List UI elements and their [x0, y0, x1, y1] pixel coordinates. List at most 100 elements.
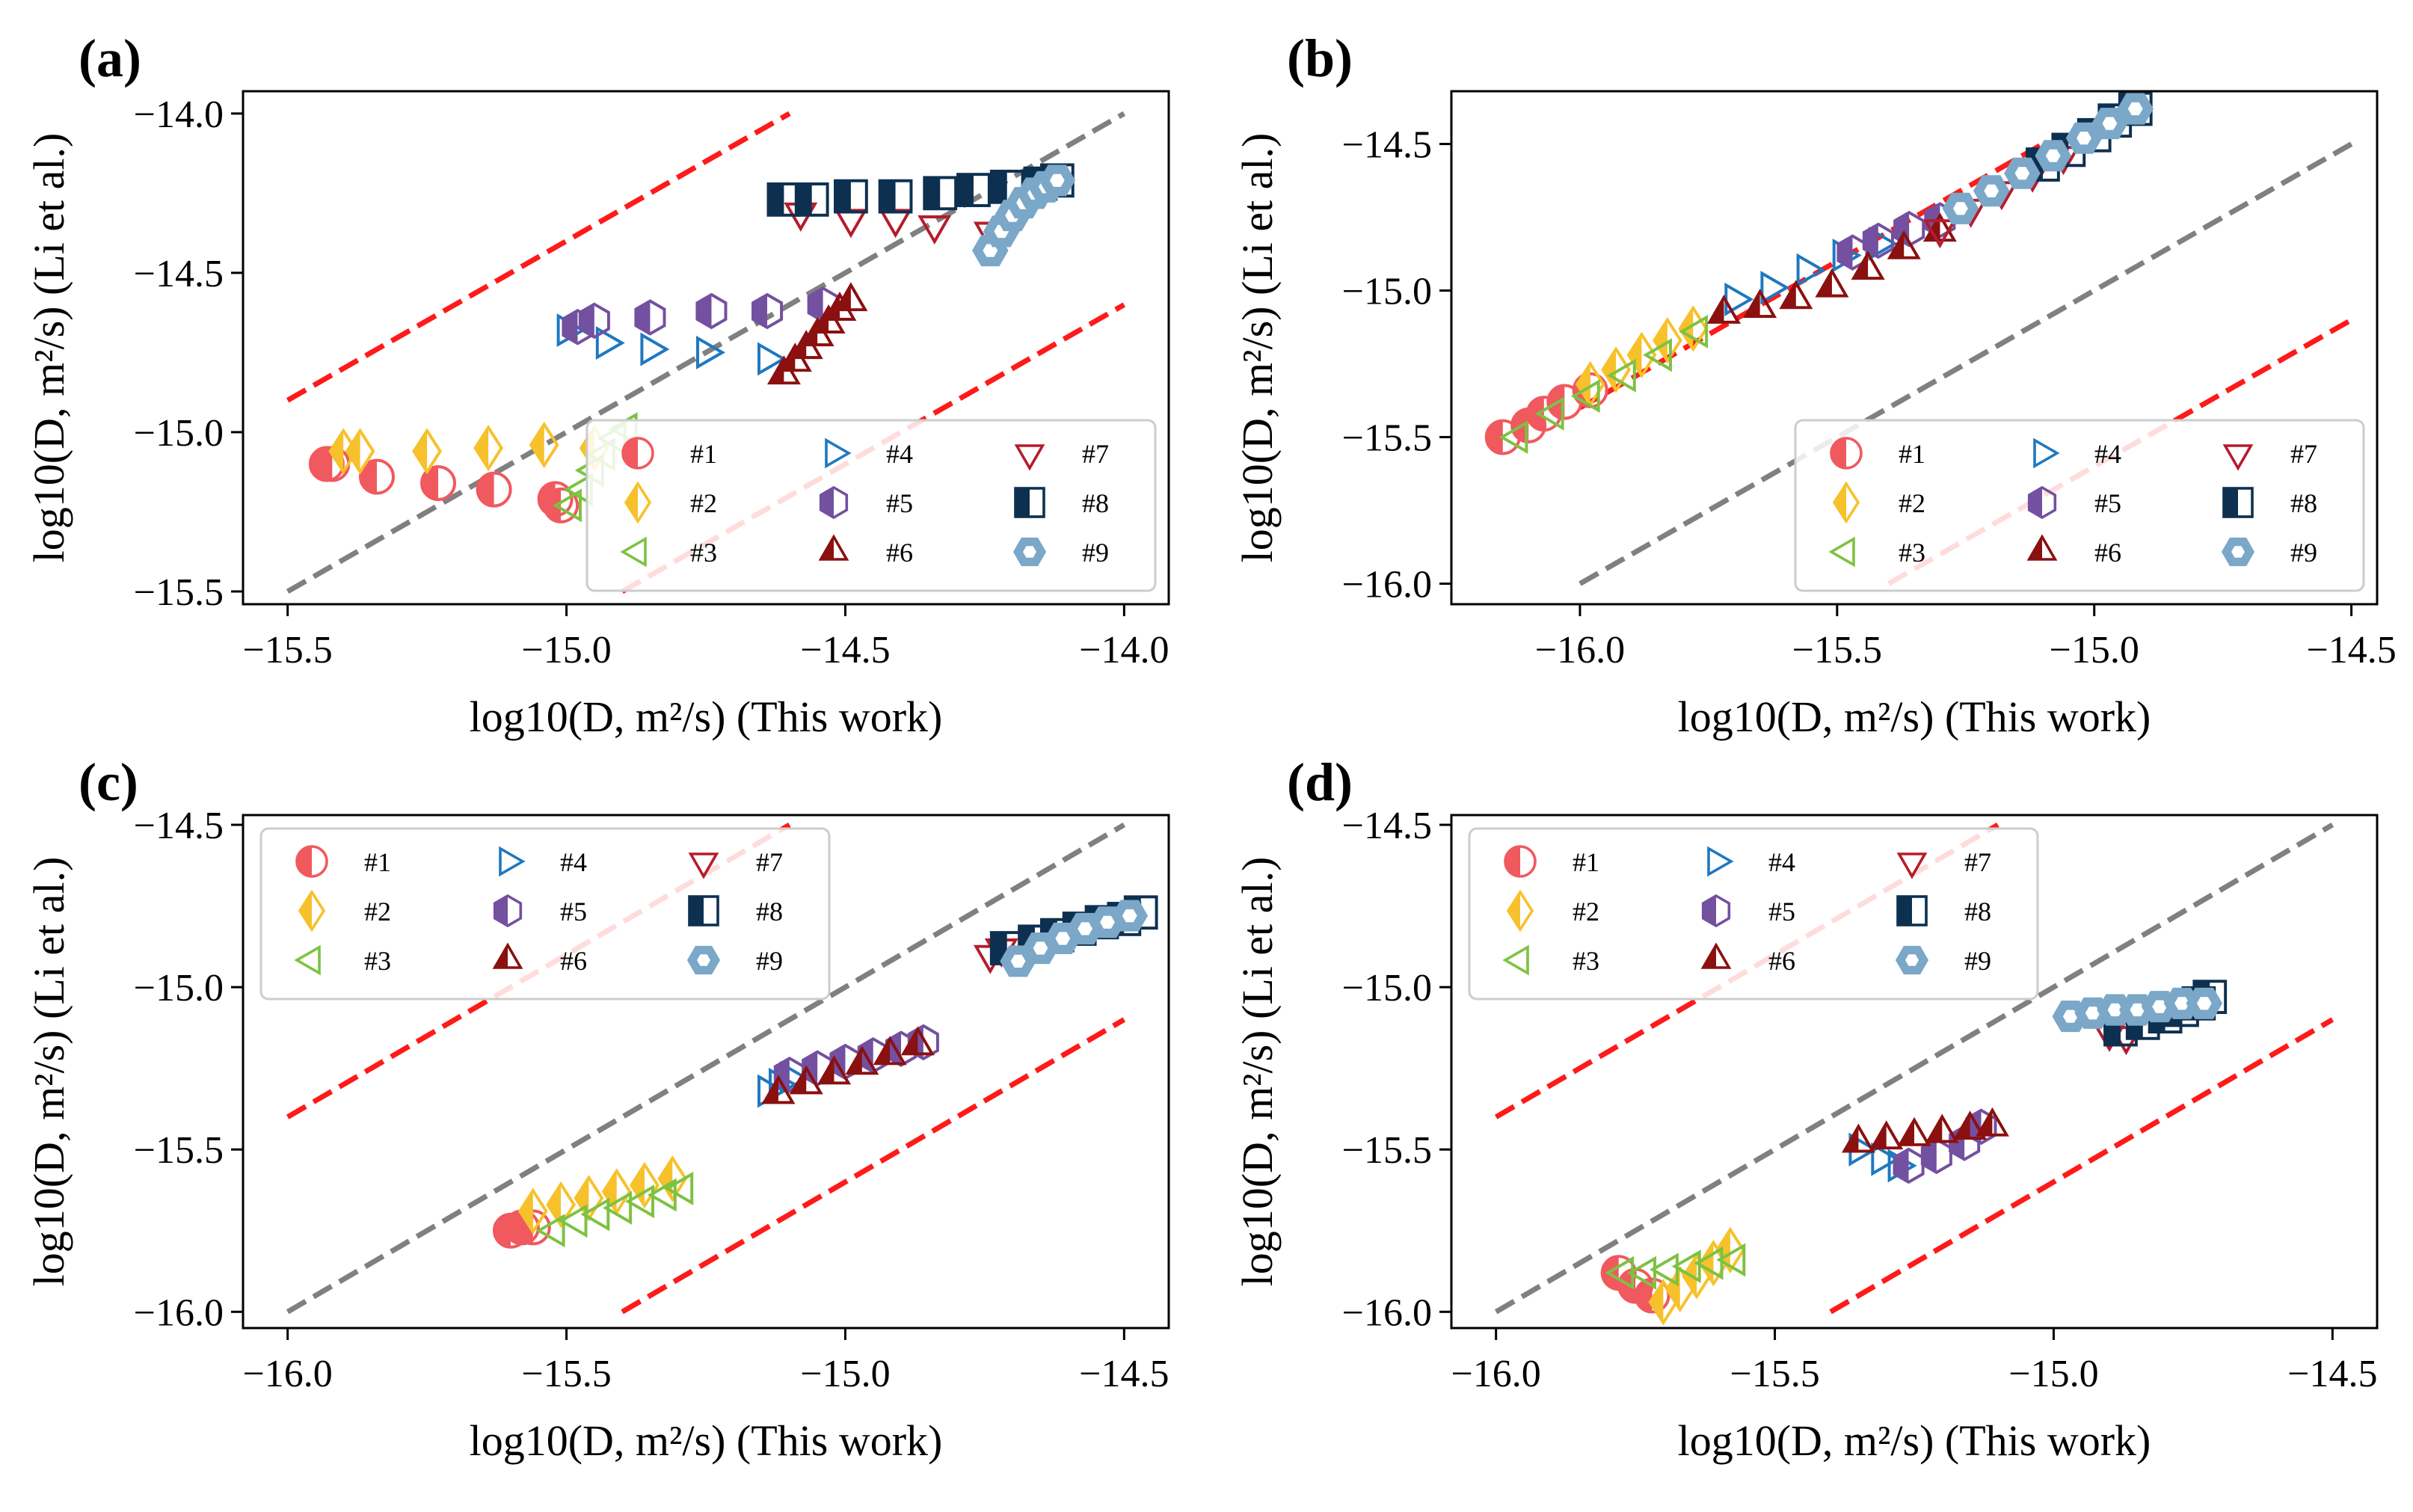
legend-marker [1896, 852, 1928, 879]
legend-marker [1504, 845, 1537, 878]
lower-bound-line [621, 1017, 1126, 1315]
data-point [1715, 1226, 1745, 1273]
data-point [1643, 338, 1672, 372]
legend-marker [294, 944, 321, 976]
data-point [1652, 317, 1682, 364]
legend-marker [1707, 846, 1734, 877]
x-tick-label: −16.0 [242, 1353, 332, 1395]
data-point [558, 1204, 588, 1238]
data-point [761, 1075, 796, 1104]
panel-d: (d) −16.0 −15.5 −15.0 −14.5 −16.0 −15.5 −15.0 −1… [1233, 752, 2379, 1465]
legend-marker [298, 889, 326, 932]
x-tick-label: −14.5 [2287, 1353, 2377, 1395]
legend-label: #1 [364, 847, 391, 877]
legend-label: #5 [886, 488, 913, 518]
panel-label: (b) [1287, 28, 1353, 88]
data-point [1671, 1250, 1701, 1284]
y-tick-label: −15.5 [1342, 417, 1432, 460]
y-axis-title: log10(D, m²/s) (Li et al.) [1233, 133, 1282, 563]
data-point [1606, 358, 1636, 393]
legend-label: #7 [1082, 439, 1109, 469]
legend-marker [1832, 481, 1860, 524]
data-point [1760, 271, 1790, 305]
legend-label: #6 [886, 538, 913, 568]
legend-label: #1 [1899, 439, 1925, 469]
data-point [1039, 165, 1076, 197]
legend-box [1794, 419, 2365, 592]
data-point [834, 179, 868, 214]
parity-line [1494, 823, 2334, 1315]
data-point [1815, 268, 1849, 298]
data-point [2004, 157, 2041, 189]
legend-label: #5 [1768, 897, 1795, 926]
legend-label: #3 [690, 538, 717, 568]
data-point [1779, 280, 1813, 310]
legend-label: #8 [2290, 488, 2317, 518]
data-point [1796, 253, 1826, 287]
data-point [664, 1171, 694, 1205]
x-tick-label: −16.0 [1535, 629, 1625, 672]
legend-marker [2026, 534, 2058, 561]
data-point [917, 215, 952, 245]
data-point [1973, 175, 2010, 207]
data-point [1851, 251, 1885, 280]
legend-marker [825, 437, 852, 469]
y-tick-label: −14.5 [1342, 805, 1432, 847]
data-point [345, 428, 375, 475]
parity-line [286, 111, 1126, 594]
data-point [640, 332, 670, 366]
data-point [1707, 294, 1742, 324]
legend-marker [492, 942, 523, 969]
plot-area [1484, 91, 2353, 586]
data-point [757, 342, 787, 376]
data-point [817, 1055, 852, 1085]
data-point [546, 1181, 577, 1229]
legend-label: #6 [2094, 538, 2121, 568]
legend-label: #9 [2290, 538, 2317, 568]
data-point [580, 1197, 610, 1232]
panel-a: (a) −15.5 −15.0 −14.5 −14.0 −15.5 −15.0 −14.5 −1… [25, 28, 1170, 741]
legend-marker [624, 481, 652, 524]
y-tick-label: −14.5 [134, 805, 224, 847]
legend-marker [688, 895, 719, 926]
legend-marker [1828, 536, 1855, 568]
legend-marker [493, 894, 523, 928]
x-tick-label: −16.0 [1451, 1353, 1540, 1395]
y-tick-label: −14.5 [1342, 124, 1432, 167]
legend-label: #1 [690, 439, 717, 469]
legend-label: #1 [1573, 847, 1599, 877]
legend-marker [1895, 945, 1929, 975]
x-tick-label: −15.5 [1730, 1353, 1819, 1395]
legend-label: #4 [560, 847, 587, 877]
data-point [603, 1190, 633, 1225]
legend-marker [621, 437, 654, 470]
y-axis-title: log10(D, m²/s) (Li et al.) [25, 133, 73, 563]
legend: #1 #2 #3 #4 #5 #6 #7 #8 #9 [259, 827, 831, 1001]
legend-label: #7 [2290, 439, 2317, 469]
legend-marker [2222, 444, 2254, 471]
y-tick-label: −15.0 [1342, 967, 1432, 1009]
legend-marker [688, 852, 719, 879]
data-point [634, 299, 666, 336]
data-point [2091, 108, 2128, 140]
plot-area [286, 111, 1126, 594]
legend-marker [1830, 437, 1863, 470]
y-tick-label: −15.0 [1342, 271, 1432, 313]
legend-label: #2 [364, 897, 391, 926]
legend-label: #3 [1573, 946, 1599, 976]
data-point [578, 302, 610, 339]
data-point [1862, 222, 1894, 259]
lower-bound-line [1829, 1017, 2334, 1315]
y-tick-label: −15.0 [134, 412, 224, 455]
legend-marker [2222, 487, 2254, 518]
panel-b: (b) −16.0 −15.5 −15.0 −14.5 −16.0 −15.5 −15.0 −1… [1233, 28, 2397, 741]
x-tick-label: −15.0 [800, 1353, 890, 1395]
x-axis-title: log10(D, m²/s) (This work) [470, 1416, 943, 1465]
data-point [2186, 987, 2223, 1019]
data-point [529, 421, 559, 469]
x-tick-label: −15.0 [521, 629, 611, 672]
axes-frame [1450, 814, 2379, 1330]
y-tick-label: −16.0 [1342, 1291, 1432, 1334]
axes-frame [242, 814, 1170, 1330]
data-point [1922, 212, 1957, 242]
